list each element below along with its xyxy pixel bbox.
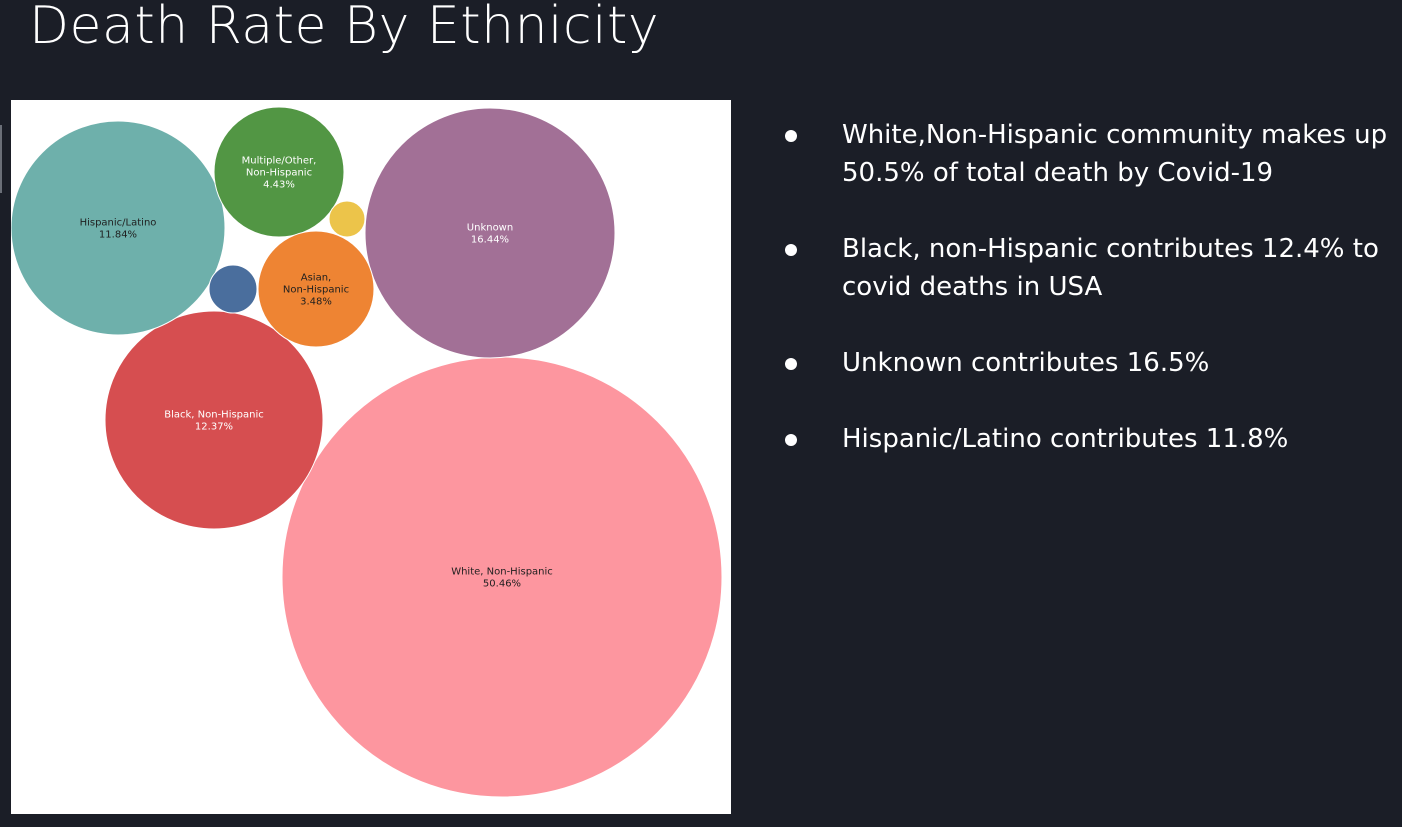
bubble-circle — [104, 310, 324, 530]
insight-text: Hispanic/Latino contributes 11.8% — [842, 424, 1289, 454]
bubble-label: Unknown 16.44% — [467, 223, 513, 246]
panel-edge-marker — [0, 125, 2, 193]
bubble-value-label: 16.44% — [471, 235, 509, 246]
bubble-name-label: Black, Non-Hispanic — [164, 410, 264, 421]
bubble-unlabeled-7 — [328, 200, 366, 238]
bubble-hispanic-latino: Hispanic/Latino 11.84% — [11, 120, 226, 336]
bubble-value-label: 11.84% — [99, 230, 137, 241]
bubble-value-label: 50.46% — [483, 579, 521, 590]
bubble-name-label: Asian, — [301, 273, 331, 284]
bubble-white-non-hispanic: White, Non-Hispanic 50.46% — [281, 356, 723, 798]
insights-list: White,Non-Hispanic community makes up 50… — [784, 116, 1402, 496]
bubble-name-label: Multiple/Other, — [242, 156, 317, 167]
bullet-dot-icon — [785, 434, 797, 446]
insight-text: Unknown contributes 16.5% — [842, 348, 1210, 378]
insight-text: Black, non-Hispanic contributes 12.4% to… — [842, 234, 1379, 302]
bubble-unknown: Unknown 16.44% — [364, 107, 616, 359]
insight-bullet: White,Non-Hispanic community makes up 50… — [784, 116, 1402, 192]
bubble-multiple-other-non-hispanic: Multiple/Other, Non-Hispanic 4.43% — [213, 106, 345, 238]
bubble-chart: White, Non-Hispanic 50.46% Unknown 16.44% Bl… — [11, 106, 723, 798]
bubble-circle — [257, 230, 375, 348]
bubble-circle — [11, 120, 226, 336]
insight-text: White,Non-Hispanic community makes up 50… — [842, 120, 1388, 188]
bubble-label: Black, Non-Hispanic 12.37% — [164, 410, 264, 433]
bubble-black-non-hispanic: Black, Non-Hispanic 12.37% — [104, 310, 324, 530]
bubble-value-label: 3.48% — [300, 297, 332, 308]
bubble-name-label: Non-Hispanic — [246, 168, 312, 179]
bubble-label: Hispanic/Latino 11.84% — [80, 218, 157, 241]
bullet-dot-icon — [785, 244, 797, 256]
bullet-dot-icon — [785, 130, 797, 142]
bubble-value-label: 4.43% — [263, 180, 295, 191]
bubble-circle — [328, 200, 366, 238]
bubble-label: Asian, Non-Hispanic 3.48% — [283, 273, 349, 308]
bubble-name-label: White, Non-Hispanic — [451, 567, 553, 578]
bubble-name-label: Non-Hispanic — [283, 285, 349, 296]
bubble-label: White, Non-Hispanic 50.46% — [451, 567, 553, 590]
bubble-asian-non-hispanic: Asian, Non-Hispanic 3.48% — [257, 230, 375, 348]
bubble-unlabeled-6 — [208, 264, 258, 314]
slide-title: Death Rate By Ethnicity — [29, 0, 660, 56]
bubble-circle — [208, 264, 258, 314]
bubble-circle — [213, 106, 345, 238]
bubble-value-label: 12.37% — [195, 422, 233, 433]
bubble-name-label: Hispanic/Latino — [80, 218, 157, 229]
bubble-label: Multiple/Other, Non-Hispanic 4.43% — [242, 156, 317, 191]
bullet-dot-icon — [785, 358, 797, 370]
insight-bullet: Hispanic/Latino contributes 11.8% — [784, 420, 1402, 458]
bubble-circle — [364, 107, 616, 359]
insight-bullet: Unknown contributes 16.5% — [784, 344, 1402, 382]
bubble-name-label: Unknown — [467, 223, 513, 234]
insight-bullet: Black, non-Hispanic contributes 12.4% to… — [784, 230, 1402, 306]
bubble-chart-panel: White, Non-Hispanic 50.46% Unknown 16.44% Bl… — [11, 100, 731, 814]
